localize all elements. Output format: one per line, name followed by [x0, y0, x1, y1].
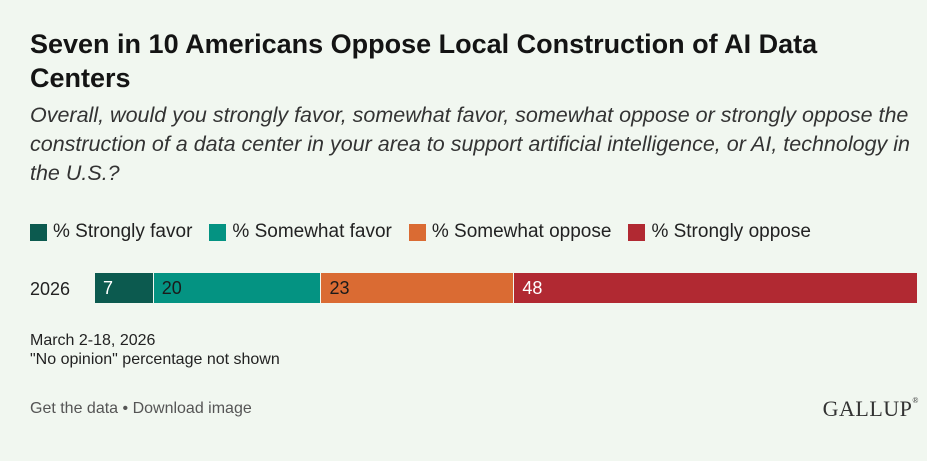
data-label-0: 7 [103, 277, 114, 298]
legend-item-0: % Strongly favor [30, 221, 192, 243]
chart-title: Seven in 10 Americans Oppose Local Const… [30, 29, 818, 93]
bar-segment-1: 20 [153, 273, 322, 303]
legend-label-1: % Somewhat favor [232, 221, 392, 242]
gallup-logo: GALLUP® [823, 396, 919, 422]
legend-label-0: % Strongly favor [53, 221, 193, 242]
bar-segment-2: 23 [321, 273, 515, 303]
download-image-link[interactable]: Download image [132, 400, 252, 417]
legend-swatch-0 [30, 223, 47, 241]
chart-subtitle: Overall, would you strongly favor, somew… [30, 103, 910, 185]
legend-label-3: % Strongly oppose [651, 221, 811, 242]
legend-swatch-3 [628, 223, 646, 241]
footer-separator: • [118, 400, 133, 417]
legend-item-2: % Somewhat oppose [408, 221, 612, 243]
legend-item-3: % Strongly oppose [628, 221, 811, 243]
chart-legend: % Strongly favor % Somewhat favor % Somewh… [30, 220, 828, 244]
data-label-1: 20 [161, 277, 182, 298]
survey-date: March 2-18, 2026 [30, 332, 156, 349]
legend-swatch-2 [408, 223, 426, 241]
chart-footnote: "No opinion" percentage not shown [30, 351, 280, 368]
footer-links: Get the data • Download image [30, 400, 252, 418]
row-label-2026: 2026 [30, 279, 71, 299]
get-data-link[interactable]: Get the data [30, 400, 119, 417]
bar-segment-3: 48 [514, 273, 917, 303]
data-label-2: 23 [329, 277, 350, 298]
stacked-bar-2026: 7 20 23 48 [95, 273, 917, 303]
brand-registered-mark: ® [912, 396, 919, 405]
brand-name: GALLUP [822, 396, 913, 421]
legend-item-1: % Somewhat favor [209, 221, 392, 243]
legend-label-2: % Somewhat oppose [431, 221, 612, 242]
legend-swatch-1 [209, 223, 227, 241]
data-label-3: 48 [522, 277, 543, 298]
bar-segment-0: 7 [95, 273, 154, 303]
